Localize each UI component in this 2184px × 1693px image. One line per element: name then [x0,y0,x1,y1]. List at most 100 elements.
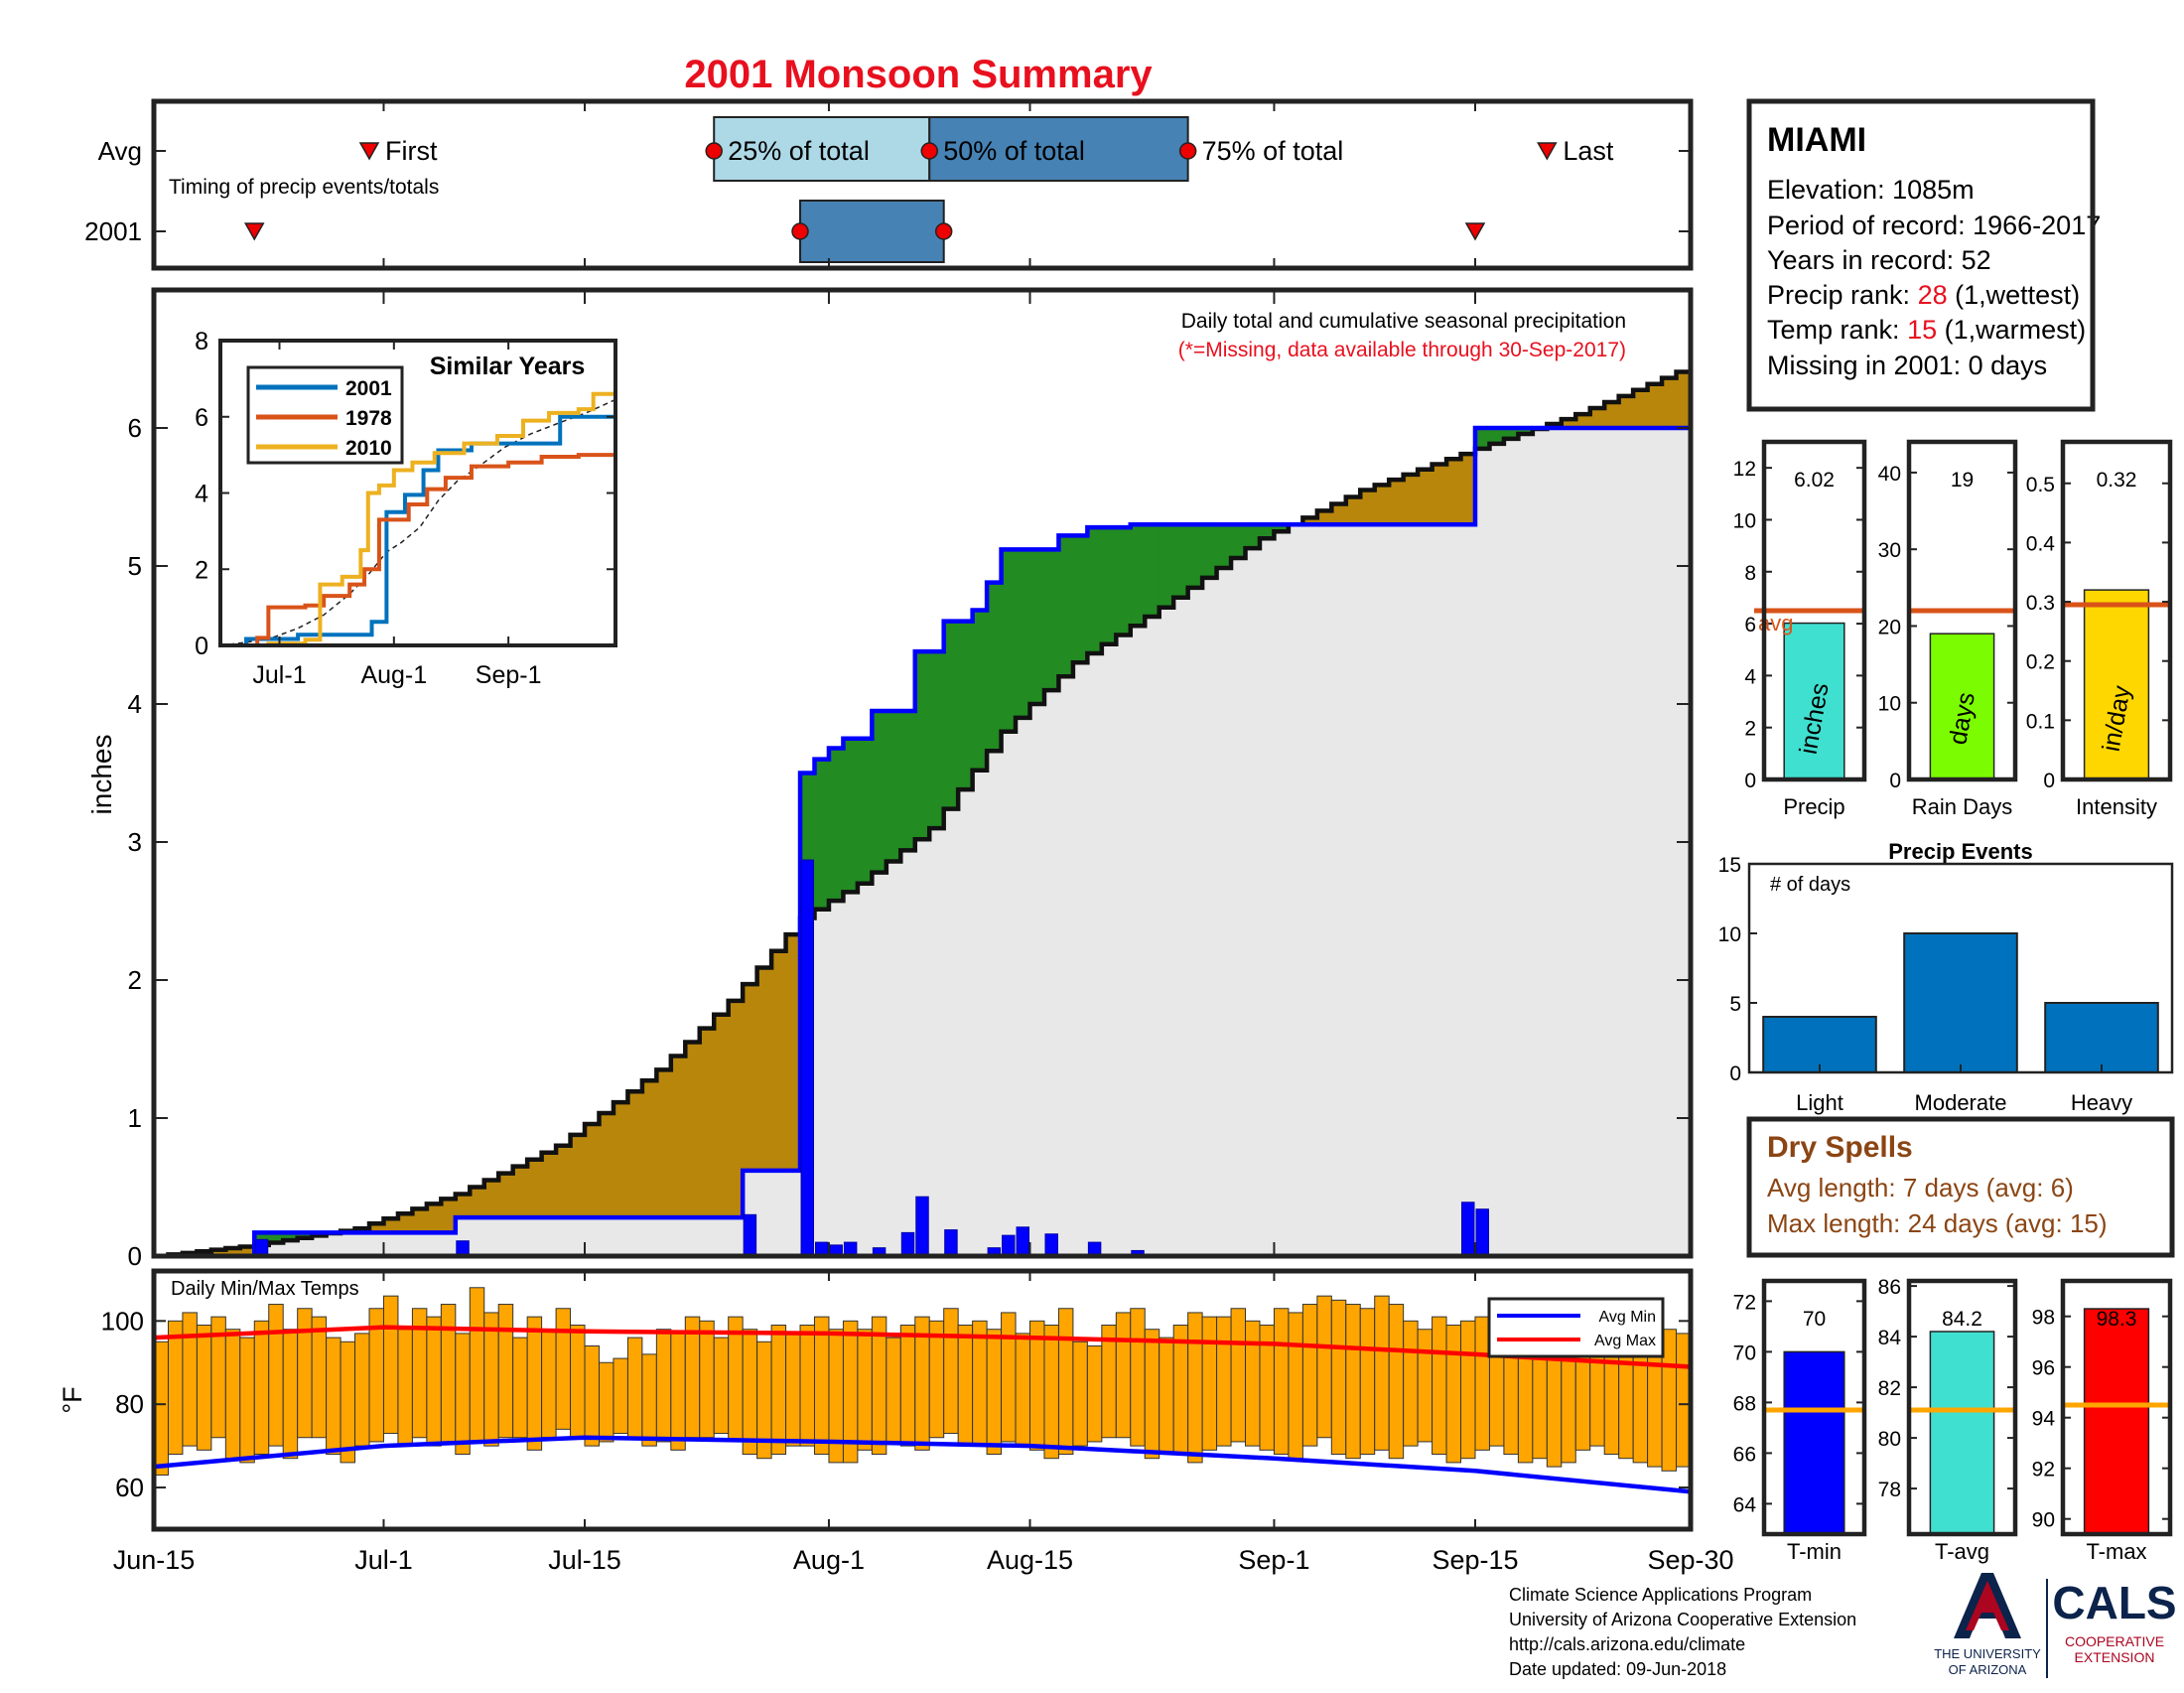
avg-second-quarter-box [928,116,1189,182]
temp-range-bar [1159,1337,1174,1456]
daily-precip-bar [254,1238,269,1257]
x-tick-label: Jul-1 [354,1545,413,1575]
y-tick-label: 6 [128,413,142,443]
temp-range-bar [1288,1312,1303,1460]
intensity-summary-frame [2060,439,2173,782]
temp-range-bar [512,1337,528,1439]
station-temp-rank: Temp rank: 15 (1,warmest) [1767,315,2086,345]
temp-range-bar [1086,1344,1103,1443]
precip-diff-area [1274,524,1290,532]
precip-diff-area [1604,401,1620,428]
precip-diff-area [1331,503,1347,525]
temp-range-bar [1015,1333,1031,1447]
event-y-tick-label: 5 [1729,993,1741,1016]
temp-rank-part: 15 [1907,315,1937,345]
x-tick-label: Sep-1 [1238,1545,1309,1575]
precip-diff-area [1302,517,1318,525]
intensity-summary-y-tick-label: 0.2 [2026,651,2055,674]
precip-diff-area [210,1249,226,1256]
temp-range-bar [497,1304,514,1439]
temp-range-bar [1201,1316,1218,1451]
precip-rank-part: Precip rank: [1767,280,1918,310]
daily-precip-bar [900,1231,915,1257]
temp-range-bar [1029,1320,1045,1451]
average-cumulative-line [154,365,1694,1259]
y-tick-label: 2 [128,965,142,995]
dry-spells-avg: Avg length: 7 days (avg: 6) [1767,1173,2074,1202]
inset-legend-label: 2001 [345,377,392,400]
tavg-summary-bar [1929,1331,1995,1535]
precip-diff-area [1316,510,1332,525]
precip-diff-area [1647,383,1663,428]
x-tick-label: Aug-15 [987,1545,1073,1575]
temp-range-bar [1216,1316,1232,1447]
avg-p75-marker [1178,142,1197,160]
precip-diff-area [785,934,801,1171]
tavg-summary-y-tick-label: 84 [1878,1327,1902,1349]
tmax-summary-y-tick-label: 90 [2032,1509,2055,1532]
x-tick-label: Sep-15 [1432,1545,1518,1575]
raindays-summary-y-tick-label: 0 [1889,770,1901,792]
y-tick-label: 0 [128,1241,142,1271]
temp-range-bar [311,1316,328,1439]
temp-range-bar [1230,1308,1247,1443]
temp-range-bar [570,1325,586,1439]
precip-diff-area [268,1232,284,1243]
temp-legend-frame [1487,1297,1665,1358]
inset-x-tick-label: Aug-1 [360,661,427,689]
temp-range-bar [1460,1320,1476,1460]
raindays-summary-label: Rain Days [1912,794,2012,819]
fills-layer [154,116,1692,1256]
station-period: Period of record: 1966-2017 [1767,211,2101,240]
raindays-summary-y-tick-label: 20 [1878,616,1901,638]
precip-diff-area [886,710,901,862]
daily-precip-bar [1002,1234,1016,1257]
avg-first-marker [358,142,380,161]
p25-label: 25% of total [728,136,870,166]
tmax-summary-y-tick-label: 94 [2032,1408,2056,1431]
precip-summary-y-tick-label: 10 [1733,509,1756,532]
text-layer: 2001 Monsoon Summary First 25% of total 50%… [58,53,2177,1679]
events-panel-frame [1747,862,2174,1074]
inset-average-line [219,398,616,646]
temp-range-bar [986,1329,1003,1456]
inset-series-line [220,451,617,647]
inset-x-tick-label: Jul-1 [252,661,306,689]
daily-precip-bar [1475,1208,1489,1257]
precip-diff-area [556,1145,572,1218]
precip-diff-area [1418,469,1433,525]
temp-range-bar [1172,1325,1189,1456]
temp-range-bar [440,1304,457,1443]
temp-range-bar [584,1344,600,1447]
inset-frame [218,339,617,647]
temp-range-bar [1072,1340,1088,1447]
p50-label: 50% of total [943,136,1085,166]
event-bar [1762,1016,1877,1073]
x-tick-label: Aug-1 [793,1545,865,1575]
precip-diff-area [828,748,845,902]
tmin-summary-frame [1761,1278,1867,1537]
precip-diff-area [1618,395,1634,428]
marks-layer [153,142,2170,1638]
precip-diff-area [627,1091,643,1218]
temp-range-bar [297,1308,313,1439]
tavg-summary-y-tick-label: 86 [1878,1276,1901,1299]
temp-rank-part: (1,warmest) [1937,315,2086,345]
precip-diff-area [1101,527,1117,644]
precip-diff-area [585,1123,601,1218]
precip-diff-area [239,1246,255,1256]
precip-diff-area [426,1203,442,1233]
event-category-label: Light [1796,1090,1843,1115]
precip-diff-area [1001,549,1017,732]
avg-max-line [153,1325,1692,1369]
precip-diff-area [1561,419,1576,428]
page-title: 2001 Monsoon Summary [684,53,1153,96]
temp-range-bar [1273,1308,1290,1456]
intensity-summary-y-tick-label: 0.3 [2026,592,2055,615]
tmin-summary-y-tick-label: 64 [1733,1493,1757,1516]
temp-range-bar [655,1329,672,1443]
precip-diff-area [872,710,887,873]
y-tick-label: 4 [128,689,142,719]
tmax-summary-label: T-max [2086,1539,2146,1564]
ua-logo-inner [1966,1581,2009,1630]
